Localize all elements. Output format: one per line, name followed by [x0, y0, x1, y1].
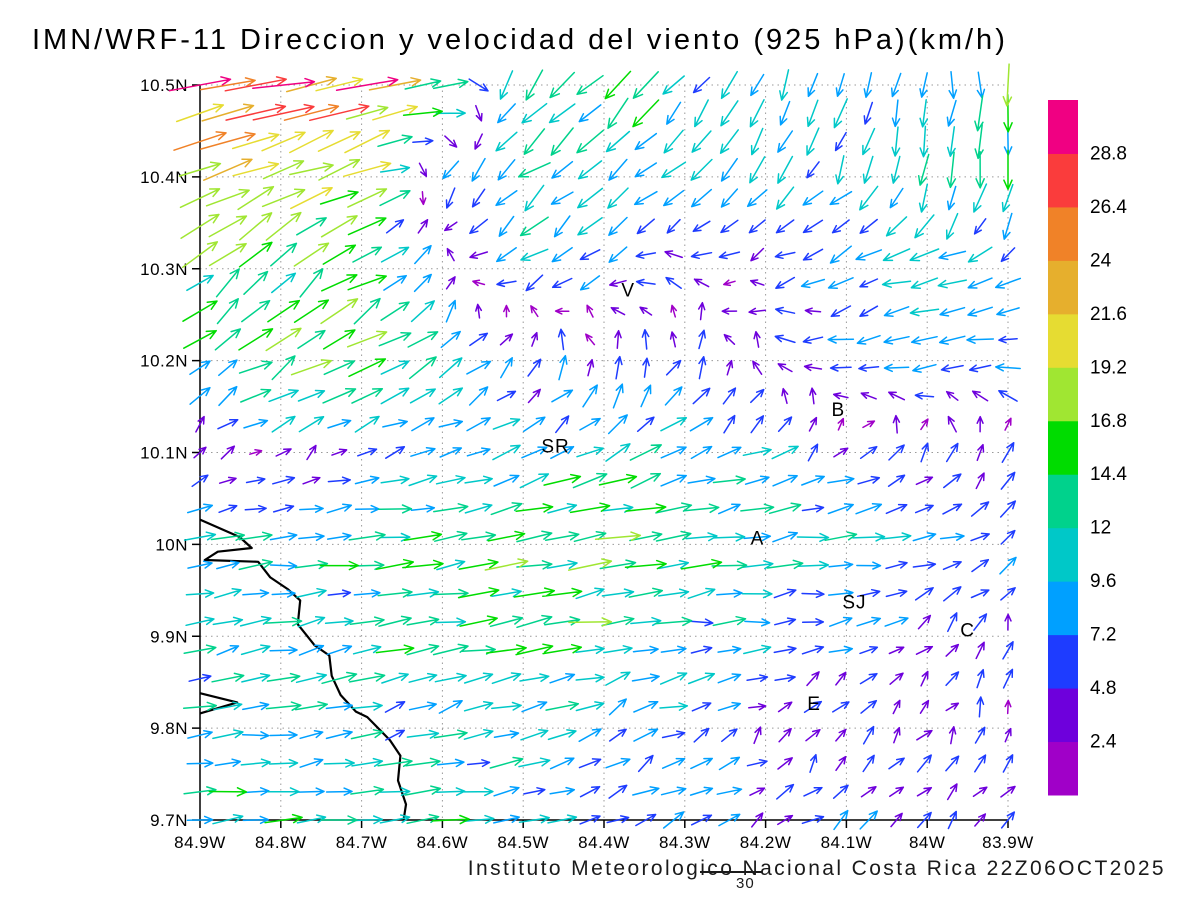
city-label: E: [807, 694, 821, 715]
wind-arrows-speed-band: [201, 76, 422, 181]
x-axis-label: 83.9W: [982, 833, 1034, 852]
colorbar-segment: [1048, 527, 1078, 582]
colorbar-label: 4.8: [1090, 678, 1116, 699]
y-axis-label: 10N: [155, 535, 188, 554]
y-axis-label: 10.5N: [140, 76, 188, 95]
wind-arrows-layer: [168, 63, 1022, 831]
colorbar-segment: [1048, 260, 1078, 315]
axis-labels-layer: 10.5N 10.4N 10.3N 10.2N 10.1N 10N 9.9N 9.8N 9.7N…: [140, 76, 1034, 852]
city-label: B: [831, 400, 845, 421]
y-axis-label: 10.2N: [140, 352, 188, 371]
y-axis-label: 9.8N: [150, 719, 188, 738]
footer-underline: [700, 871, 762, 873]
wind-arrows-speed-band: [182, 69, 985, 825]
wind-arrows-speed-band: [173, 77, 340, 151]
colorbar-label: 28.8: [1090, 143, 1127, 164]
wind-arrows-speed-band: [188, 76, 1018, 830]
colorbar-labels: 28.8 26.4 24 21.6 19.2 16.8 14.4 12 9.6 7.2 4.8 2.4: [1090, 143, 1127, 752]
x-axis-label: 84.4W: [578, 833, 630, 852]
x-axis-label: 84W: [909, 833, 945, 852]
coastline-path: [199, 692, 239, 715]
colorbar-segment: [1048, 581, 1078, 636]
colorbar-segment: [1048, 206, 1078, 261]
wind-arrows-speed-band: [249, 191, 1012, 715]
y-axis-label: 10.4N: [140, 168, 188, 187]
city-labels-layer: V B SR A SJ C E: [541, 280, 975, 715]
colorbar-label: 21.6: [1090, 304, 1127, 325]
y-axis-label: 10.3N: [140, 260, 188, 279]
colorbar-segment: [1048, 367, 1078, 422]
wind-arrows-speed-band: [186, 70, 1022, 831]
colorbar-label: 19.2: [1090, 357, 1127, 378]
footer-number: 30: [736, 875, 755, 892]
x-axis-label: 84.2W: [740, 833, 792, 852]
colorbar-label: 26.4: [1090, 197, 1127, 218]
y-axis-label: 10.1N: [140, 444, 188, 463]
x-axis-label: 84.8W: [255, 833, 307, 852]
colorbar-label: 2.4: [1090, 732, 1117, 753]
chart-title: IMN/WRF-11 Direccion y velocidad del vie…: [32, 24, 1008, 56]
x-axis-label: 84.9W: [174, 833, 226, 852]
city-label: V: [621, 280, 635, 301]
colorbar-segment: [1048, 741, 1078, 796]
wind-arrows-speed-band: [224, 76, 370, 122]
colorbar-segment: [1048, 634, 1078, 689]
gridlines-layer: [199, 84, 1009, 821]
colorbar-segment: [1048, 474, 1078, 529]
colorbar-segment: [1048, 420, 1078, 475]
x-axis-label: 84.6W: [417, 833, 469, 852]
x-axis-label: 84.7W: [336, 833, 388, 852]
city-label: SJ: [842, 593, 866, 614]
colorbar-label: 7.2: [1090, 625, 1116, 646]
y-axis-label: 9.9N: [150, 627, 188, 646]
colorbar-label: 24: [1090, 250, 1112, 271]
colorbar-label: 12: [1090, 518, 1111, 539]
wind-arrows-speed-band: [182, 70, 1013, 825]
colorbar: [1048, 100, 1078, 796]
colorbar-label: 16.8: [1090, 411, 1127, 432]
x-axis-label: 84.5W: [497, 833, 549, 852]
city-label: A: [751, 528, 765, 549]
footer-credit: Instituto Meteorologico Nacional Costa R…: [467, 857, 1166, 880]
y-axis-label: 9.7N: [150, 811, 188, 830]
wind-arrows-speed-band: [178, 63, 1013, 627]
wind-arrows-speed-band: [168, 76, 399, 92]
city-label: SR: [541, 437, 569, 458]
colorbar-segment: [1048, 313, 1078, 368]
wind-arrows-speed-band: [175, 76, 418, 210]
colorbar-segment: [1048, 100, 1078, 154]
x-axis-label: 84.1W: [821, 833, 873, 852]
colorbar-segment: [1048, 153, 1078, 208]
wind-arrows-speed-band: [183, 69, 1014, 825]
colorbar-label: 14.4: [1090, 464, 1127, 485]
colorbar-label: 9.6: [1090, 571, 1116, 592]
x-axis-label: 84.3W: [659, 833, 711, 852]
wind-arrows-speed-band: [193, 104, 1016, 828]
colorbar-segment: [1048, 688, 1078, 743]
city-label: C: [960, 620, 975, 641]
